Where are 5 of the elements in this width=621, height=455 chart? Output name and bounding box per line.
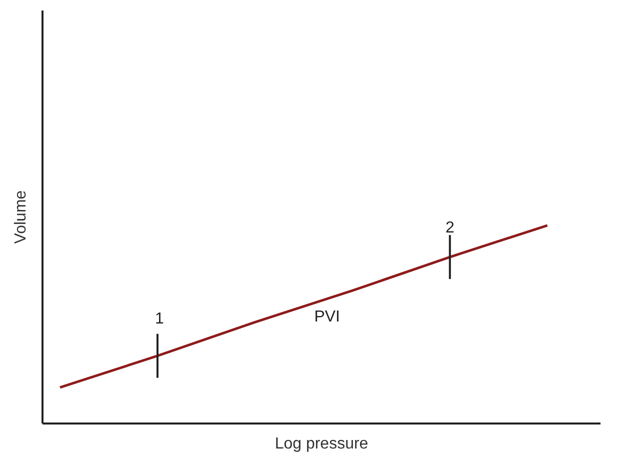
- annotation: 1: [154, 310, 164, 328]
- y-axis-title: Volume: [12, 190, 30, 244]
- x-axis-title: Log pressure: [274, 436, 368, 452]
- annotation: PVI: [314, 308, 340, 326]
- annotation: 2: [445, 219, 454, 236]
